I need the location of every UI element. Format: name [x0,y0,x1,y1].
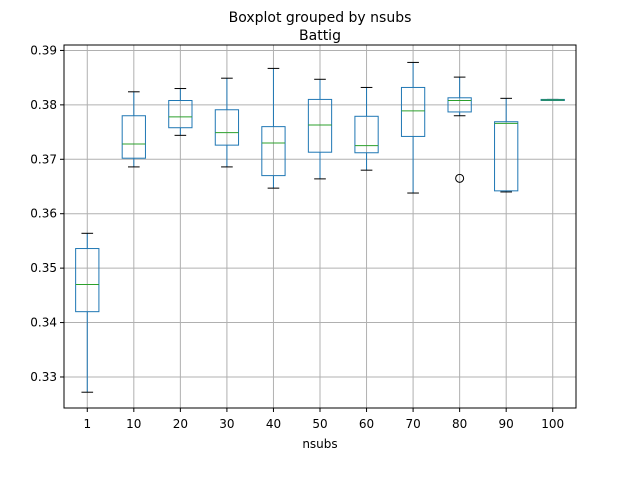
box-group [447,76,472,183]
box-group [307,78,333,180]
y-tick-label: 0.36 [30,207,57,221]
box-group [75,232,100,393]
x-tick-label: 80 [452,417,467,431]
box-iqr [261,126,286,177]
box-group [400,61,426,194]
x-tick-label: 20 [173,417,188,431]
outlier-point [455,173,465,183]
grid-layer [64,45,576,408]
y-tick-label: 0.34 [30,316,57,330]
box-group [540,98,565,102]
box-group [494,97,519,193]
x-tick-label: 30 [219,417,234,431]
y-tick-label: 0.38 [30,98,57,112]
box-iqr [307,98,333,153]
box-iqr [214,109,240,146]
box-iqr [168,100,193,129]
box-iqr [354,115,379,154]
x-tick-label: 10 [126,417,141,431]
y-tick-label: 0.33 [30,370,57,384]
chart-title: Boxplot grouped by nsubs [229,10,412,26]
box-iqr [400,86,426,137]
box-iqr [121,115,146,159]
box-group [214,77,240,168]
x-tick-label: 40 [266,417,281,431]
x-tick-label: 90 [499,417,514,431]
y-tick-label: 0.39 [30,43,57,57]
box-group [168,88,193,136]
box-iqr [75,248,100,313]
y-tick-label: 0.35 [30,261,57,275]
x-tick-label: 60 [359,417,374,431]
x-tick-label: 50 [312,417,327,431]
box-iqr [447,97,472,113]
tick-layer: 1 10 20 30 40 50 60 70 80 90 100 0.33 0.34 0.35 0.36 0.… [30,43,564,431]
box-iqr [494,121,519,192]
box-group [261,67,286,189]
chart-subtitle: Battig [299,28,341,44]
box-group [354,86,379,171]
y-tick-label: 0.37 [30,152,57,166]
box-layer [75,61,565,393]
box-group [121,91,146,168]
x-tick-label: 100 [541,417,564,431]
x-tick-label: 1 [83,417,91,431]
x-axis-label: nsubs [302,437,337,451]
x-tick-label: 70 [405,417,420,431]
